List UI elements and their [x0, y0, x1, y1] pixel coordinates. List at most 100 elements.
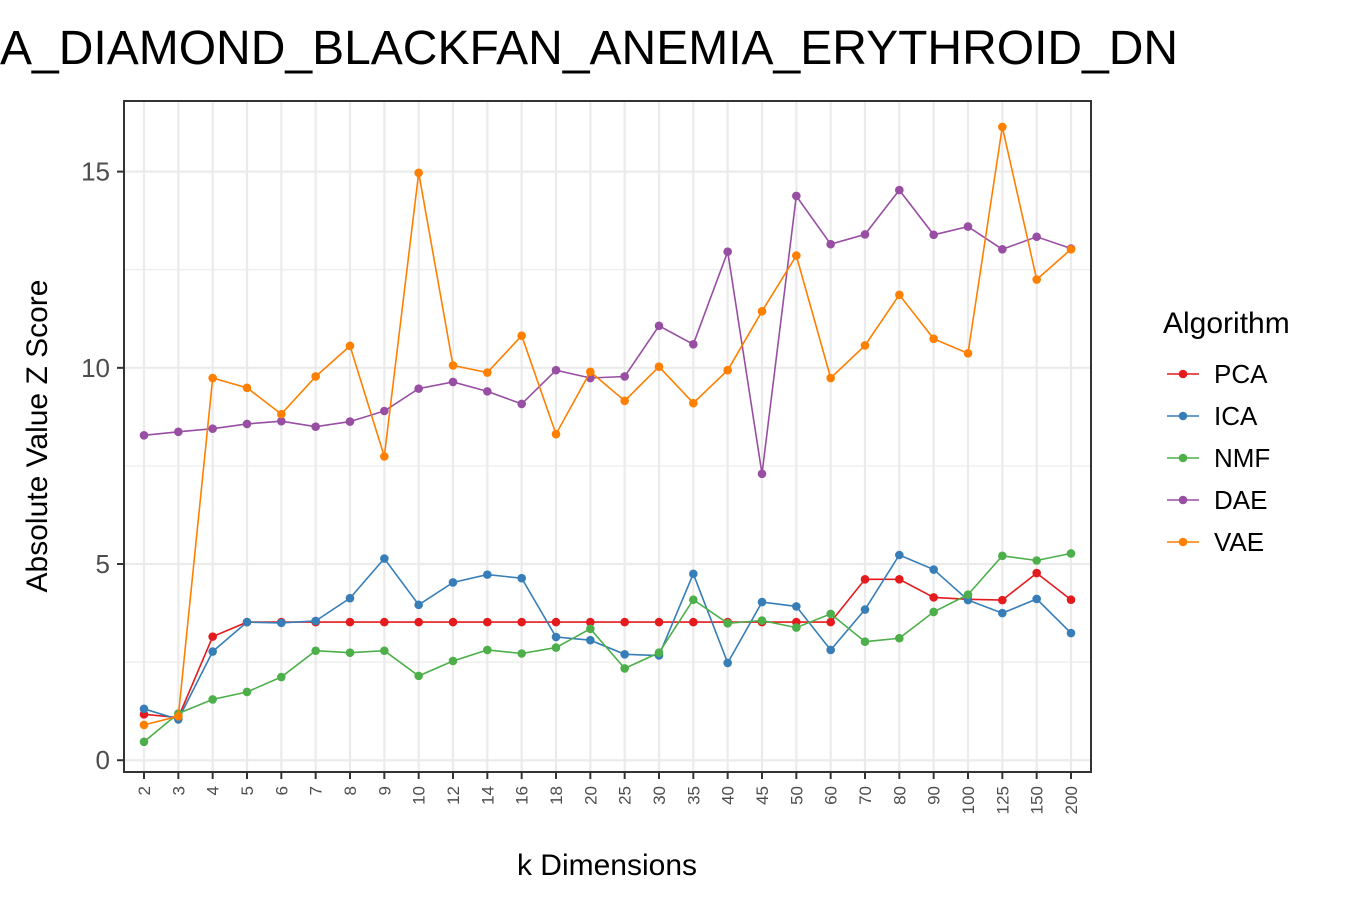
series-line-vae: [143, 126, 1072, 726]
data-point-nmf: [860, 637, 870, 647]
data-point-nmf: [448, 656, 458, 666]
data-point-pca: [414, 617, 423, 627]
data-point-vae: [586, 367, 595, 377]
legend-item-ica: ICA: [1167, 401, 1258, 431]
data-point-nmf: [723, 618, 732, 628]
data-point-nmf: [277, 672, 286, 682]
data-point-dae: [792, 191, 801, 201]
data-point-vae: [551, 429, 561, 439]
data-point-dae: [345, 417, 355, 426]
legend-label: PCA: [1214, 359, 1268, 389]
data-point-pca: [654, 617, 664, 627]
data-point-nmf: [963, 590, 973, 599]
data-point-nmf: [380, 646, 389, 656]
data-point-ica: [448, 578, 458, 587]
data-point-ica: [1066, 628, 1076, 638]
x-tick-label: 4: [204, 786, 223, 795]
data-point-dae: [448, 377, 458, 387]
legend-item-vae: VAE: [1167, 527, 1264, 557]
data-point-nmf: [826, 609, 835, 619]
data-point-vae: [345, 341, 355, 351]
data-point-vae: [242, 383, 252, 393]
legend-key-point: [1178, 453, 1188, 463]
y-tick-label: 15: [81, 157, 110, 187]
data-point-pca: [1066, 595, 1076, 605]
x-tick-label: 5: [238, 786, 257, 795]
data-point-ica: [757, 597, 767, 607]
data-point-pca: [448, 617, 458, 627]
series-line-dae: [143, 188, 1072, 474]
x-tick-label: 30: [650, 786, 669, 805]
data-point-pca: [929, 593, 938, 602]
legend-title: Algorithm: [1163, 307, 1290, 340]
x-axis-title: k Dimensions: [517, 849, 697, 882]
data-point-pca: [380, 617, 389, 627]
data-point-pca: [998, 595, 1007, 605]
x-tick-label: 6: [272, 786, 291, 795]
y-axis-title: Absolute Value Z Score: [21, 280, 54, 593]
series-line-ica: [143, 553, 1072, 721]
data-point-dae: [1032, 232, 1041, 242]
y-tick-label: 0: [96, 745, 110, 775]
data-point-dae: [208, 424, 217, 433]
data-point-ica: [826, 645, 835, 655]
data-point-vae: [517, 331, 526, 340]
data-point-pca: [208, 632, 217, 641]
legend-label: VAE: [1214, 527, 1264, 557]
data-point-dae: [380, 406, 389, 416]
x-tick-label: 125: [993, 786, 1012, 814]
legend-label: DAE: [1214, 485, 1267, 515]
data-point-dae: [654, 321, 664, 331]
x-tick-label: 7: [307, 786, 326, 795]
data-point-nmf: [139, 737, 149, 747]
data-point-ica: [345, 593, 355, 603]
data-point-pca: [483, 617, 492, 627]
x-tick-label: 70: [856, 786, 875, 805]
data-point-ica: [277, 618, 286, 628]
legend-key-point: [1178, 369, 1188, 379]
data-point-ica: [586, 635, 595, 645]
data-point-nmf: [517, 649, 526, 658]
data-point-vae: [860, 341, 870, 350]
data-point-dae: [895, 185, 904, 195]
data-point-pca: [586, 617, 595, 627]
data-point-ica: [380, 554, 389, 563]
legend-item-pca: PCA: [1167, 359, 1268, 389]
data-point-nmf: [311, 646, 320, 656]
data-point-dae: [723, 247, 732, 256]
x-tick-label: 8: [341, 786, 360, 795]
data-point-dae: [860, 230, 870, 239]
data-point-dae: [242, 419, 252, 429]
data-point-vae: [620, 396, 629, 406]
x-tick-label: 20: [581, 786, 600, 805]
data-point-pca: [895, 575, 904, 584]
data-point-nmf: [654, 648, 664, 658]
x-tick-label: 14: [478, 786, 497, 805]
data-point-ica: [517, 573, 526, 583]
x-tick-label: 60: [822, 786, 841, 805]
data-point-pca: [551, 617, 561, 627]
chart-title: A_DIAMOND_BLACKFAN_ANEMIA_ERYTHROID_DN: [0, 22, 1178, 75]
series-nmf: [139, 549, 1076, 747]
data-point-vae: [757, 307, 767, 316]
data-point-nmf: [998, 551, 1007, 561]
data-point-nmf: [551, 643, 561, 652]
data-point-dae: [551, 365, 561, 375]
data-point-pca: [1032, 568, 1041, 578]
data-point-pca: [689, 617, 698, 627]
x-tick-label: 2: [135, 786, 154, 795]
data-point-dae: [414, 384, 423, 393]
data-point-ica: [483, 570, 492, 579]
data-point-dae: [483, 387, 492, 396]
data-point-nmf: [242, 687, 252, 697]
y-tick-label: 5: [96, 549, 110, 579]
grid: [124, 101, 1091, 772]
legend: Algorithm PCA ICA NMF DAE VAE: [1163, 307, 1290, 557]
data-point-dae: [963, 222, 973, 231]
data-point-vae: [895, 290, 904, 300]
legend-item-dae: DAE: [1167, 485, 1267, 515]
data-point-vae: [998, 122, 1007, 132]
data-point-dae: [689, 339, 698, 349]
data-point-nmf: [620, 664, 629, 673]
